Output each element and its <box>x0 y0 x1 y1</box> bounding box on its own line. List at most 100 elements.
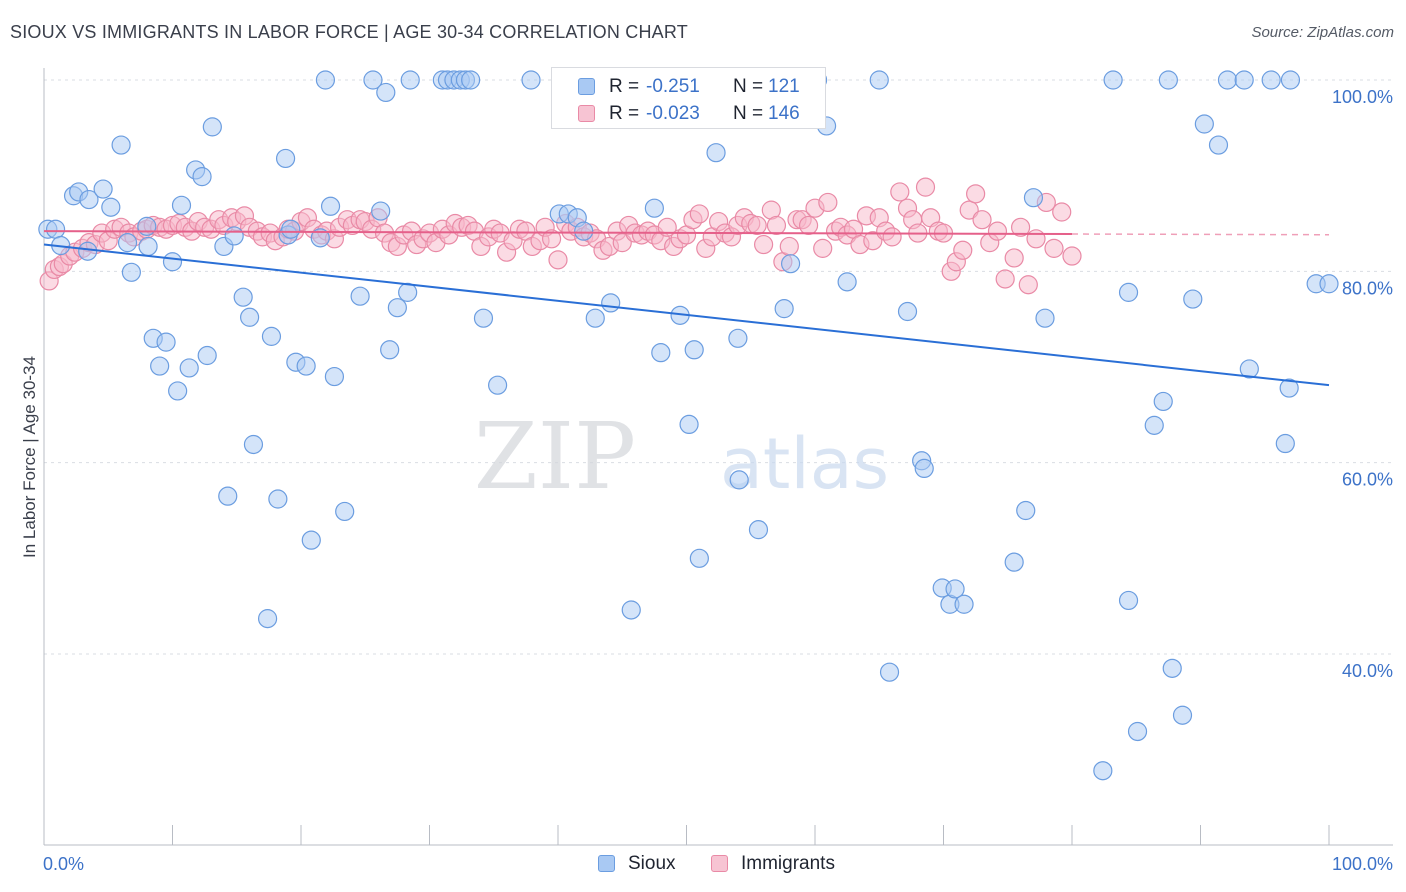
sioux-point <box>202 117 222 137</box>
immigrants-point <box>766 215 787 236</box>
sioux-point <box>679 414 699 434</box>
immigrants-point <box>890 182 910 202</box>
sioux-point <box>897 301 918 322</box>
sioux-point <box>310 228 330 248</box>
immigrants-point <box>1052 202 1072 222</box>
sioux-point <box>78 241 98 261</box>
immigrants-point <box>779 236 799 257</box>
sioux-point <box>315 70 336 90</box>
sioux-legend-label: Sioux <box>628 853 676 874</box>
sioux-point <box>1127 721 1148 742</box>
sioux-point <box>1275 433 1295 454</box>
axes <box>43 68 1393 846</box>
legend-r-label: R = <box>609 103 640 124</box>
immigrants-point <box>541 229 562 249</box>
immigrants-point <box>747 215 767 236</box>
legend-row-sioux: R = -0.251 N = 121 <box>552 74 825 100</box>
sioux-point <box>1239 359 1259 379</box>
sioux-point <box>1153 391 1173 412</box>
chart-title: SIOUX VS IMMIGRANTS IN LABOR FORCE | AGE… <box>10 22 688 42</box>
sioux-point <box>150 356 170 376</box>
y-tick-label: 100.0% <box>1332 87 1393 107</box>
sioux-point <box>1172 705 1193 725</box>
sioux-point <box>488 375 508 395</box>
sioux-point <box>1035 308 1055 328</box>
immigrants-point <box>987 221 1008 241</box>
sioux-point <box>387 298 407 318</box>
sioux-point <box>1118 590 1139 611</box>
sioux-point <box>162 252 183 272</box>
watermark-zip: ZIP <box>474 403 636 510</box>
data-points <box>38 70 1339 781</box>
sioux-point <box>171 195 192 215</box>
sioux-point <box>473 308 494 328</box>
sioux-point <box>574 221 594 241</box>
sioux-point <box>706 143 726 163</box>
immigrants-point <box>915 177 936 197</box>
sioux-point <box>1208 135 1229 155</box>
sioux-point <box>400 70 420 90</box>
sioux-point <box>651 343 671 363</box>
stats-legend: R = -0.251 N = 121 R = -0.023 N = 146 <box>551 67 826 129</box>
sioux-point <box>1144 415 1164 435</box>
sioux-point <box>1093 761 1113 781</box>
sioux-point <box>1280 70 1301 90</box>
sioux-swatch <box>578 78 595 95</box>
sioux-point <box>1194 114 1214 134</box>
sioux-point <box>644 198 664 218</box>
sioux-point <box>371 201 391 221</box>
axis-labels: In Labor Force | Age 30-34 0.0% 100.0% 1… <box>20 87 1393 874</box>
sioux-point <box>224 226 244 246</box>
sioux-point <box>774 299 794 319</box>
sioux-point <box>398 282 418 302</box>
sioux-point <box>1234 70 1254 90</box>
immigrants-point <box>753 234 774 255</box>
sioux-point <box>93 179 113 199</box>
sioux-point <box>1261 70 1281 90</box>
y-axis-title: In Labor Force | Age 30-34 <box>20 356 39 558</box>
sioux-point <box>243 434 264 455</box>
sioux-point <box>268 489 288 509</box>
immigrants-point <box>1018 275 1038 295</box>
sioux-point <box>137 216 157 236</box>
sioux-point <box>1217 70 1238 90</box>
sioux-point <box>320 196 341 216</box>
sioux-point <box>301 530 321 550</box>
sioux-point <box>117 233 138 253</box>
legend-r-value-sioux: -0.251 <box>646 76 700 97</box>
immigrants-point <box>548 250 568 270</box>
sioux-point <box>1319 274 1339 294</box>
immigrants-trend-line <box>43 230 1073 236</box>
sioux-point <box>684 340 704 360</box>
sioux-point <box>281 219 301 239</box>
legend-n-value-immigrants: 146 <box>768 103 800 124</box>
sioux-point <box>1279 378 1299 398</box>
sioux-point <box>585 308 605 328</box>
sioux-point <box>1016 500 1036 521</box>
sioux-point <box>521 70 541 90</box>
legend-r-value-immigrants: -0.023 <box>646 103 700 124</box>
sioux-point <box>837 272 857 292</box>
immigrants-legend-swatch <box>711 855 728 872</box>
sioux-point <box>748 520 769 540</box>
immigrants-point <box>953 240 973 260</box>
sioux-legend-swatch <box>598 855 615 872</box>
sioux-point <box>138 236 158 257</box>
sioux-point <box>45 219 66 239</box>
series-legend-sioux: Sioux <box>598 852 688 876</box>
immigrants-swatch <box>578 105 595 122</box>
sioux-point <box>111 135 131 155</box>
sioux-point <box>296 356 316 376</box>
sioux-point <box>156 332 176 352</box>
sioux-point <box>879 662 900 682</box>
sioux-point <box>233 287 253 307</box>
sioux-point <box>1023 188 1044 208</box>
sioux-point <box>914 458 934 479</box>
sioux-point <box>380 340 400 360</box>
sioux-point <box>1103 70 1123 90</box>
immigrants-point <box>882 227 902 247</box>
series-legend-immigrants: Immigrants <box>711 852 851 876</box>
legend-n-label: N = <box>733 103 764 124</box>
immigrants-point <box>813 238 833 258</box>
immigrants-point <box>1010 217 1031 237</box>
